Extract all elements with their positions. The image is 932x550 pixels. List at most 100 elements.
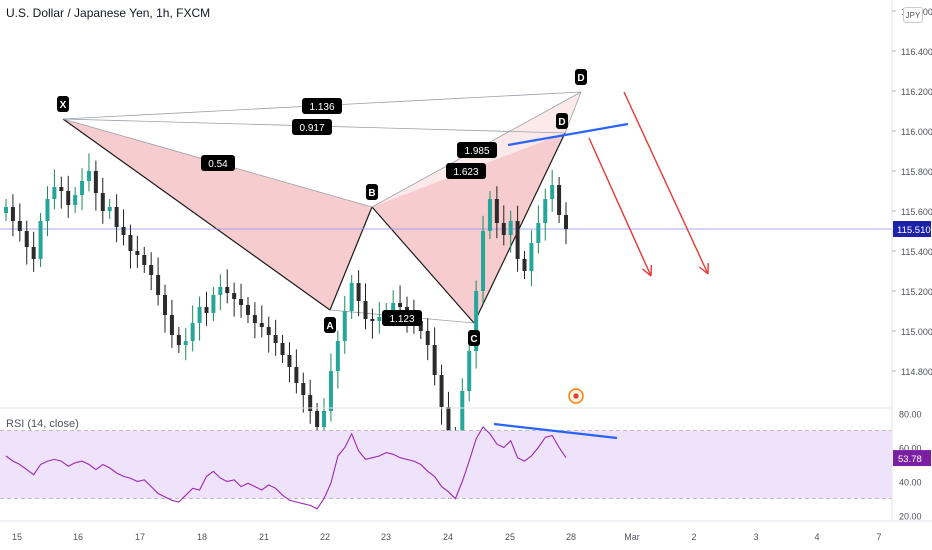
time-axis-label: 15 [12,532,22,542]
candle-body [342,311,347,341]
candle-body [232,293,237,299]
event-marker-dot [573,393,579,399]
candle-body [197,307,202,323]
rsi-divergence-trendline [493,422,618,440]
rsi-last-bg [893,450,931,467]
rsi-axis-label: 20.00 [899,512,922,522]
time-axis-label: 2 [691,532,696,542]
candle-body [31,247,36,259]
candle-body [169,315,174,335]
time-axis-label: 3 [753,532,758,542]
candle-body [128,235,133,251]
pattern-point-label: B [368,188,375,199]
pattern-point-d: D [575,69,587,85]
candle-body [135,251,140,255]
candle-body [315,411,320,427]
candle-body [176,335,181,345]
candle-body [190,323,195,341]
pattern-point-bg [468,330,480,346]
candle-body [564,215,568,229]
candle-body [225,287,230,293]
candle-body [467,351,472,391]
candle-body [4,207,8,213]
currency-badge[interactable]: JPY [903,7,923,23]
time-axis-label: 7 [876,532,881,542]
pattern-point-label: D [577,73,584,84]
price-series [0,153,892,459]
candle-body [328,371,333,411]
time-axis-label: 22 [320,532,330,542]
price-divergence-trendline [507,122,629,147]
candle-body [494,199,499,223]
rsi-indicator-title[interactable]: RSI (14, close) [6,418,79,430]
candle-body [183,341,188,345]
candle-body [38,221,43,259]
last-price-bg [893,221,931,237]
rsi-last-value-label: 53.78 [893,450,931,467]
rsi-axis-label: 80.00 [899,409,922,419]
candle-body [52,187,57,199]
candle-body [363,301,368,319]
pattern-point-bg [57,96,69,112]
candle-body [10,207,15,221]
rsi-band [0,430,892,499]
pattern-point-bg [324,317,336,333]
price-axis-label: 114.800 [901,367,932,377]
price-axis-label: 116.400 [901,47,932,57]
pattern-point-a: A [324,317,336,333]
candle-body [211,295,216,313]
pattern-point-bg [556,113,568,129]
candle-body [266,327,271,335]
ratio-label-bg [446,163,486,179]
pattern-point-bg [366,184,378,200]
price-axis-label: 115.600 [901,207,932,217]
price-axis-label: 115.200 [901,287,932,297]
time-axis-label: 16 [73,532,83,542]
ratio-label-text: 1.136 [309,102,334,113]
time-axis-label: Mar [624,532,640,542]
pattern-triangle-bcd [372,133,565,323]
candle-body [335,341,340,371]
arrow-shaft [588,137,652,277]
candle-body [24,231,29,247]
last-price-text: 115.510 [897,225,931,236]
time-axis-label: 23 [381,532,391,542]
ratio-label: 1.623 [446,163,486,179]
candle-body [114,207,119,227]
pattern-point-label: X [60,100,67,111]
candle-body [280,343,285,355]
pattern-leg-xa [62,118,331,311]
candle-body [294,367,299,383]
time-axis-label: 21 [259,532,269,542]
candle-body [322,411,327,427]
candle-body [17,221,22,231]
arrow-head [642,268,652,277]
ratio-label-bg [292,119,332,135]
last-price-label: 115.510 [893,221,931,237]
candle-body [529,243,534,271]
candle-body [356,283,361,301]
candle-body [73,195,78,205]
ratio-label: 0.917 [292,119,332,135]
rsi-axis-label: 40.00 [899,478,922,488]
ratio-label-text: 0.917 [299,123,324,134]
candle-body [501,223,506,235]
candle-body [391,303,396,311]
ratio-label-bg [201,155,235,171]
ratio-label-text: 1.123 [389,314,414,325]
candle-body [66,191,71,205]
price-axis-label: 116.000 [901,127,932,137]
candle-body [107,207,112,211]
candle-body [370,319,375,321]
ratio-label: 1.136 [302,98,342,114]
candle-body [398,303,403,307]
pattern-point-x: X [57,96,69,112]
pattern-point-d: D [556,113,568,129]
ratio-label: 0.54 [201,155,235,171]
candle-body [93,171,98,193]
rsi-axis-label: 60.00 [899,443,922,453]
pattern-point-label: D [558,117,565,128]
candle-body [156,275,161,295]
